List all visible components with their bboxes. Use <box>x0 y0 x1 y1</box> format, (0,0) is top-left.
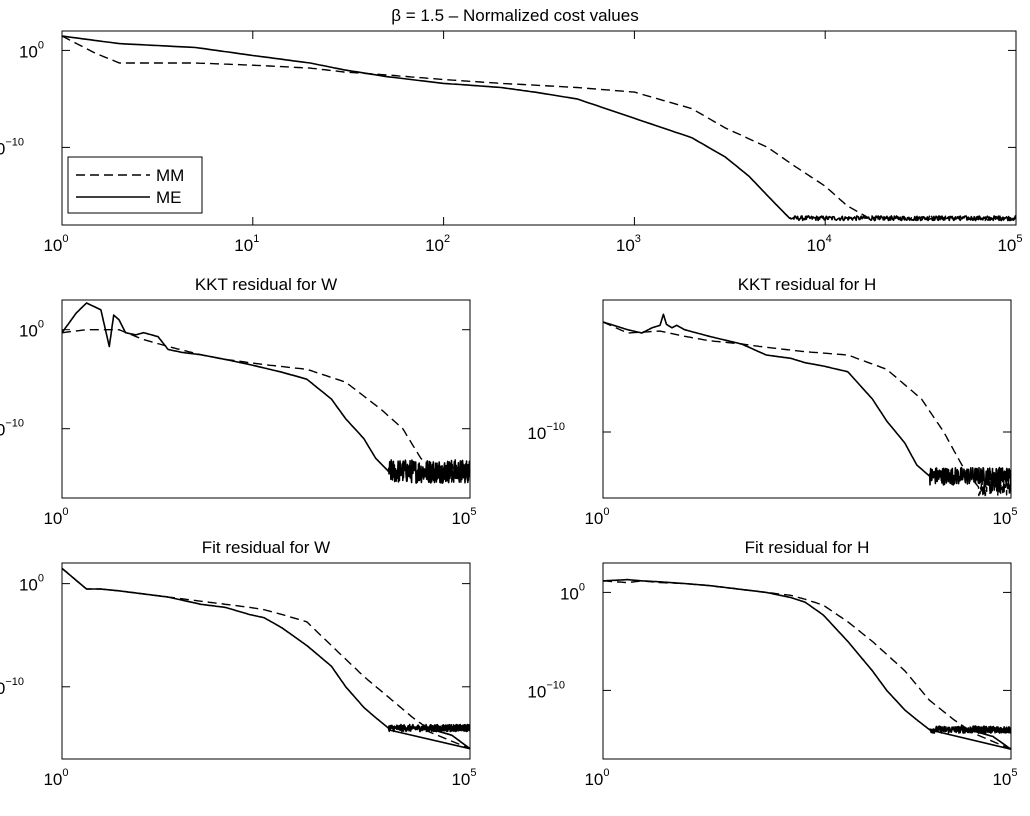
legend-label-ME: ME <box>156 188 182 207</box>
series-ME <box>62 35 1016 222</box>
y-tick-exponent: 0 <box>38 573 44 585</box>
subplot-title: KKT residual for W <box>195 275 337 294</box>
x-tick-label: 104 <box>807 233 832 255</box>
x-tick-exponent: 5 <box>1011 767 1017 779</box>
legend-label-MM: MM <box>156 166 184 185</box>
x-tick-label: 101 <box>234 233 259 255</box>
y-tick-label: 10−10 <box>527 679 565 701</box>
subplot-title: Fit residual for H <box>745 538 870 557</box>
main-title-beta: β <box>391 6 401 25</box>
x-tick-label: 100 <box>43 233 68 255</box>
y-tick-label: 100 <box>560 581 585 603</box>
x-tick-label: 100 <box>43 767 68 789</box>
series-MM <box>62 329 470 483</box>
legend: MM ME <box>67 156 203 214</box>
x-tick-label: 100 <box>584 767 609 789</box>
chart-kkt-w: KKT residual for W 100 105 100 10−10 <box>0 275 477 528</box>
series-ME <box>62 302 470 484</box>
y-tick-exponent: −10 <box>546 679 565 691</box>
x-tick-label: 105 <box>451 767 476 789</box>
main-title-text: = 1.5 – Normalized cost values <box>401 6 639 25</box>
x-tick-label: 105 <box>997 233 1022 255</box>
plot-frame <box>61 30 1017 226</box>
x-tick-label: 105 <box>451 506 476 528</box>
y-tick-label: 10−10 <box>527 421 565 443</box>
y-tick-exponent: −10 <box>5 418 24 430</box>
y-tick-label: 100 <box>19 319 44 341</box>
x-tick-exponent: 5 <box>1016 233 1022 245</box>
y-tick-exponent: −10 <box>5 676 24 688</box>
x-tick-exponent: 5 <box>1011 506 1017 518</box>
x-tick-label: 105 <box>992 767 1017 789</box>
series-ME <box>603 313 1011 486</box>
x-tick-exponent: 5 <box>470 506 476 518</box>
y-tick-label: 10−10 <box>0 676 24 698</box>
chart-kkt-h: KKT residual for H 100 105 10−10 <box>527 275 1017 528</box>
series-ME <box>603 578 1011 750</box>
plot-frame <box>602 299 1012 499</box>
x-tick-exponent: 2 <box>444 233 450 245</box>
subplot-title: Fit residual for W <box>202 538 330 557</box>
y-tick-label: 100 <box>19 39 44 61</box>
chart-fit-h: Fit residual for H 100 105 100 10−10 <box>527 538 1017 789</box>
x-tick-exponent: 4 <box>826 233 832 245</box>
x-tick-exponent: 0 <box>62 767 68 779</box>
y-tick-exponent: −10 <box>546 421 565 433</box>
chart-fit-w: Fit residual for W 100 105 100 10−10 <box>0 538 477 789</box>
x-tick-exponent: 0 <box>62 506 68 518</box>
x-tick-exponent: 0 <box>62 233 68 245</box>
x-tick-label: 102 <box>425 233 450 255</box>
y-tick-label: 100 <box>19 573 44 595</box>
y-tick-label: 10−10 <box>0 418 24 440</box>
main-title: β = 1.5 – Normalized cost values <box>391 6 638 25</box>
x-tick-label: 100 <box>584 506 609 528</box>
x-tick-exponent: 3 <box>635 233 641 245</box>
subplot-title: KKT residual for H <box>738 275 877 294</box>
x-tick-exponent: 5 <box>470 767 476 779</box>
series-ME <box>62 567 470 750</box>
y-tick-exponent: −10 <box>5 136 24 148</box>
series-MM <box>62 35 1016 222</box>
plot-frame <box>602 562 1012 760</box>
x-tick-label: 105 <box>992 506 1017 528</box>
y-tick-exponent: 0 <box>38 319 44 331</box>
x-tick-exponent: 1 <box>253 233 259 245</box>
y-tick-label: 10−10 <box>0 136 24 158</box>
x-tick-exponent: 0 <box>603 506 609 518</box>
legend-box <box>67 156 203 214</box>
x-tick-label: 100 <box>43 506 68 528</box>
y-tick-exponent: 0 <box>579 581 585 593</box>
x-tick-label: 103 <box>616 233 641 255</box>
y-tick-exponent: 0 <box>38 39 44 51</box>
x-tick-exponent: 0 <box>603 767 609 779</box>
